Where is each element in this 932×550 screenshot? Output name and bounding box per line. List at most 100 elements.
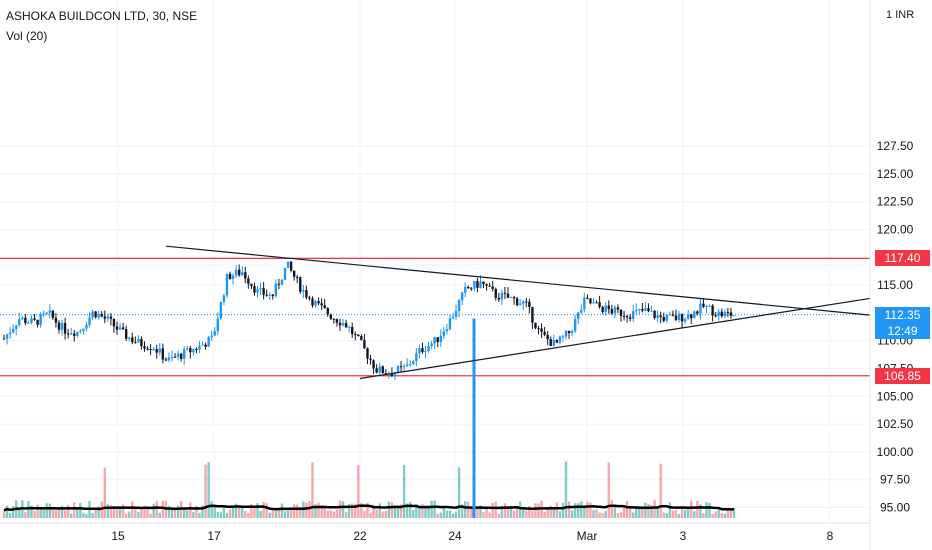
volume-bar [494,501,497,518]
volume-bar [378,503,381,518]
candle-body [482,281,485,285]
volume-bar [433,500,436,518]
candle-body [100,313,103,317]
volume-bar [314,504,317,518]
candle-body [137,339,140,343]
candle-body [690,314,693,319]
price-tick-label: 97.50 [880,473,910,487]
candle-body [607,305,610,310]
volume-bar [573,503,577,518]
candle-body [418,348,421,354]
volume-bar [360,502,363,518]
resistance-price-tag: 117.40 [875,250,930,267]
volume-bar [491,502,494,518]
candle-body [128,337,131,339]
volume-bar [387,501,391,518]
volume-bar [344,512,348,518]
volume-bar [595,509,598,518]
volume-bar [63,510,67,518]
candle-body [650,310,653,312]
candle-body [2,338,6,340]
candle-body [399,366,403,368]
volume-bar [234,503,238,518]
candle-body [528,301,531,307]
price-tick-label: 102.50 [877,417,914,431]
volume-bar [305,502,308,518]
candle-body [192,348,195,353]
candle-body [305,290,308,298]
candle-body [592,302,595,304]
candle-body [402,365,406,367]
volume-bar [558,511,562,518]
candle-body [219,301,223,319]
candle-body [506,293,510,298]
candle-body [729,312,733,316]
candle-body [326,308,329,315]
volume-bar [170,509,174,518]
candle-body [91,311,94,318]
volume-bar [253,506,256,518]
volume-bar [2,510,6,518]
volume-bar [296,504,299,518]
volume-bar [308,501,311,518]
volume-bar [418,508,421,518]
trendlines [165,245,871,380]
volume-bar [580,501,583,518]
volume-bar [644,502,647,518]
candle-body [635,309,638,312]
price-tick-label: 95.00 [880,501,910,515]
volume-bar [311,462,314,518]
ascending-trendline [359,297,871,380]
candle-body [36,319,39,325]
volume-bar [128,511,131,518]
candle-body [720,311,723,317]
volume-bar [219,512,223,518]
volume-bar [601,513,604,518]
candle-body [500,292,504,300]
candle-body [11,328,15,333]
candle-body [317,301,320,304]
volume-bar [57,507,61,518]
volume-bar [693,511,696,518]
candle-body [647,308,650,312]
candle-body [711,305,714,316]
currency-label[interactable]: 1 INR [886,9,914,21]
volume-bar [173,508,177,518]
candle-body [390,373,394,377]
candle-body [299,277,302,292]
volume-bar [409,501,412,518]
candle-body [659,315,662,317]
candle-body [671,314,675,316]
candle-body [726,312,730,314]
volume-bar [256,503,259,518]
volume-bar [632,512,635,518]
candle-body [277,283,281,285]
candle-body [253,286,256,293]
candle-body [161,348,165,360]
candle-body [292,270,296,277]
volume-bar [27,501,30,518]
candle-body [241,272,244,276]
volume-bar [195,506,198,518]
candle-body [131,337,134,343]
volume-bar [485,507,488,518]
volume-bar [470,506,473,518]
bar-countdown-tag: 12:49 [875,322,930,339]
candle-body [234,269,238,276]
volume-bar [525,510,528,518]
candle-body [604,305,607,312]
volume-bar [268,512,271,518]
candle-body [45,312,48,314]
candle-body [15,325,18,329]
volume-bar [726,508,730,518]
candle-body [183,349,186,359]
candle-body [488,285,491,287]
volume-bar [653,500,656,518]
candle-body [723,312,727,317]
volume-bar [36,504,39,518]
volume-bar [424,508,427,518]
volume-bar [189,502,192,518]
candle-body [222,295,226,302]
volume-bar [94,509,97,518]
